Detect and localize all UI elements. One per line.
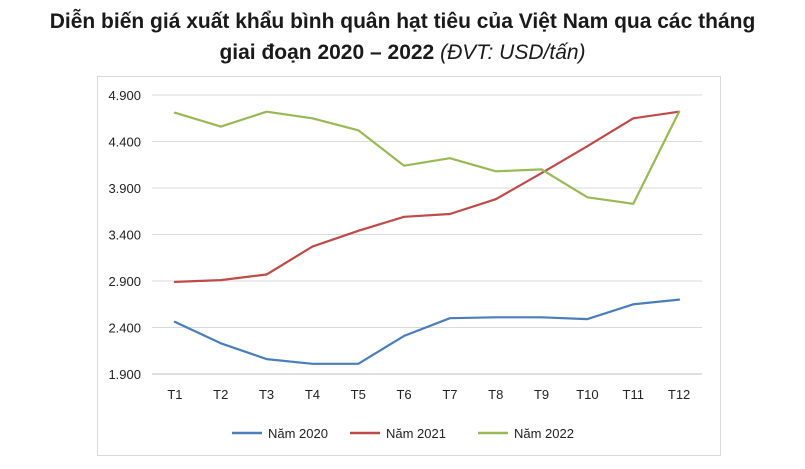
series-lines <box>173 110 681 365</box>
x-tick-label: T12 <box>668 387 690 402</box>
legend: Năm 2020 Năm 2021 Năm 2022 <box>232 426 574 441</box>
y-tick-label: 2.900 <box>108 274 141 289</box>
gridlines <box>152 94 702 328</box>
x-tick-label: T11 <box>623 387 644 402</box>
y-axis-ticks: 1.900 2.400 2.900 3.400 3.900 4.400 4.900 <box>108 88 141 382</box>
x-tick-label: T1 <box>167 387 182 402</box>
series-line-1 <box>173 298 681 365</box>
x-tick-label: T9 <box>534 387 549 402</box>
y-tick-label: 4.400 <box>108 135 141 150</box>
x-tick-label: T8 <box>488 387 503 402</box>
x-tick-label: T10 <box>576 387 598 402</box>
chart-title: Diễn biến giá xuất khẩu bình quân hạt ti… <box>0 6 805 68</box>
y-tick-label: 4.900 <box>108 88 141 103</box>
chart-title-line2: giai đoạn 2020 – 2022 (ĐVT: USD/tấn) <box>0 37 805 68</box>
legend-label: Năm 2021 <box>386 426 446 441</box>
chart-frame <box>97 76 721 456</box>
y-tick-label: 3.400 <box>108 228 141 243</box>
x-tick-label: T4 <box>305 387 320 402</box>
y-tick-label: 1.900 <box>108 367 141 382</box>
x-tick-label: T5 <box>351 387 366 402</box>
chart-unit-label: (ĐVT: USD/tấn) <box>440 41 586 64</box>
chart-title-line1: Diễn biến giá xuất khẩu bình quân hạt ti… <box>49 10 756 33</box>
x-tick-label: T2 <box>213 387 228 402</box>
series-line-2 <box>173 110 681 283</box>
y-tick-label: 3.900 <box>108 181 141 196</box>
y-tick-label: 2.400 <box>108 321 141 336</box>
x-tick-label: T7 <box>442 387 457 402</box>
x-axis-ticks: T1 T2 T3 T4 T5 T6 T7 T8 T9 T10 T11 T12 <box>167 387 690 402</box>
series-line-3 <box>173 110 681 205</box>
chart-title-period: giai đoạn 2020 – 2022 <box>219 41 435 64</box>
x-tick-label: T6 <box>396 387 411 402</box>
x-tick-label: T3 <box>259 387 274 402</box>
legend-label: Năm 2022 <box>514 426 574 441</box>
legend-label: Năm 2020 <box>268 426 328 441</box>
